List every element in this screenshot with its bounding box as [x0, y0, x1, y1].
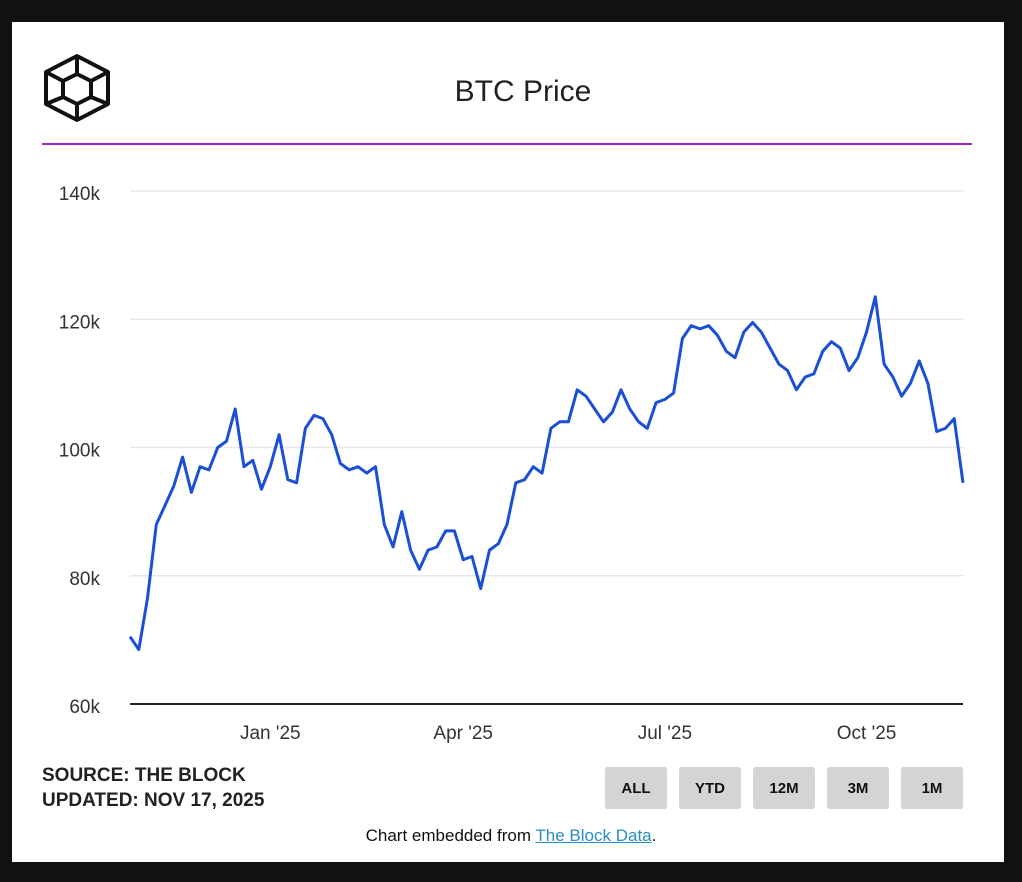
y-tick-label: 140k [59, 184, 101, 205]
y-tick-label: 100k [59, 441, 101, 462]
y-tick-label: 120k [59, 312, 101, 333]
x-tick-label: Jan '25 [240, 723, 301, 744]
range-button[interactable]: 12M [753, 767, 815, 809]
range-button[interactable]: ALL [605, 767, 667, 809]
updated: UPDATED: NOV 17, 2025 [42, 790, 265, 811]
chart-title: BTC Price [455, 75, 592, 108]
logo [44, 54, 110, 122]
range-button[interactable]: 1M [901, 767, 963, 809]
y-tick-label: 80k [69, 569, 100, 590]
y-tick-label: 60k [69, 697, 100, 718]
embed-note: Chart embedded from The Block Data. [0, 826, 1022, 846]
source: SOURCE: THE BLOCK [42, 765, 246, 786]
range-button[interactable]: YTD [679, 767, 741, 809]
x-tick-label: Apr '25 [433, 723, 493, 744]
embed-end: . [651, 826, 657, 845]
range-button[interactable]: 3M [827, 767, 889, 809]
embed-text: Chart embedded from [365, 826, 536, 845]
embed-link[interactable]: The Block Data [535, 826, 652, 845]
x-tick-label: Oct '25 [837, 723, 897, 744]
x-tick-label: Jul '25 [638, 723, 692, 744]
card [12, 22, 1004, 862]
price-line [128, 295, 965, 651]
